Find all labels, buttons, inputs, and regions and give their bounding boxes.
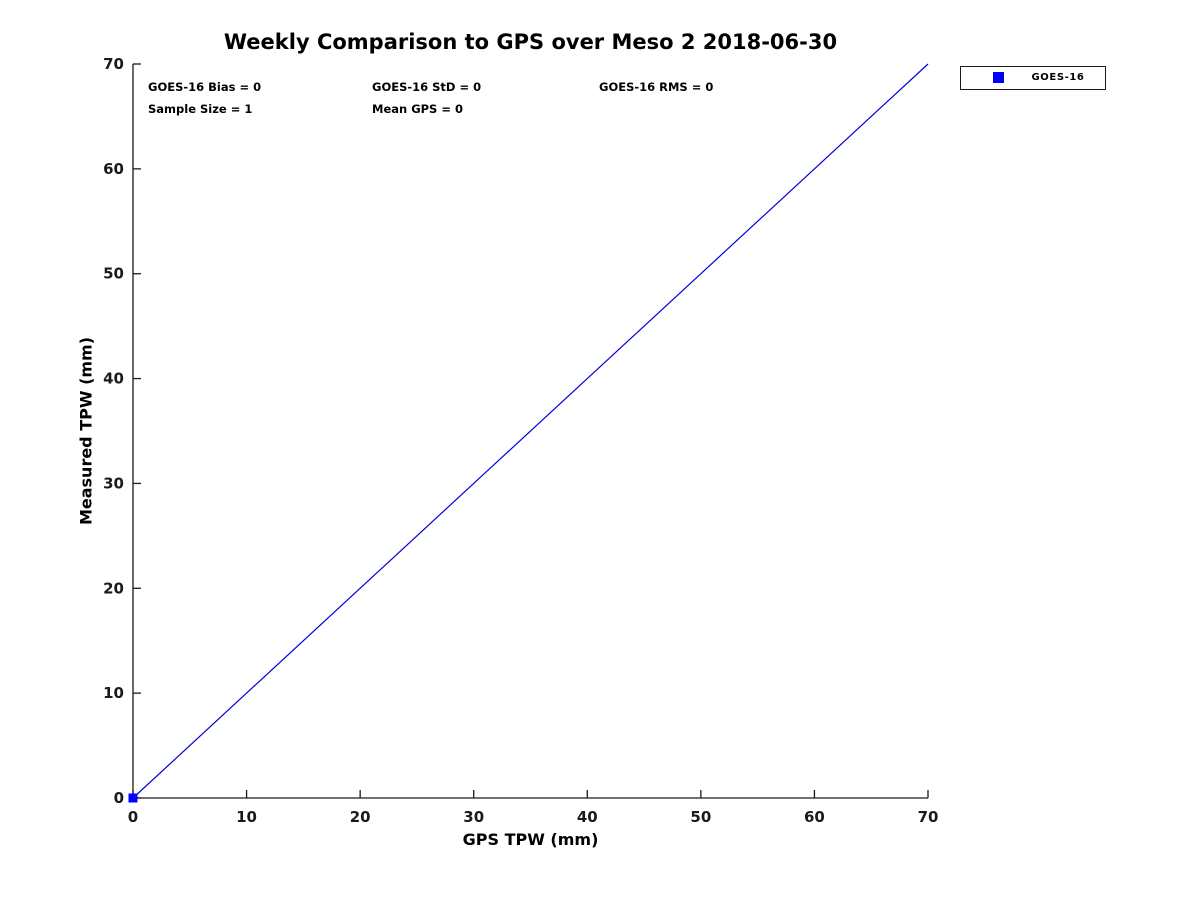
- svg-text:50: 50: [690, 808, 711, 826]
- chart-title: Weekly Comparison to GPS over Meso 2 201…: [223, 30, 838, 54]
- svg-text:20: 20: [350, 808, 371, 826]
- svg-text:10: 10: [236, 808, 257, 826]
- stat-bias: GOES-16 Bias = 0: [148, 80, 262, 94]
- legend-label: GOES-16: [1031, 72, 1085, 83]
- legend: GOES-16: [960, 66, 1106, 90]
- svg-text:30: 30: [463, 808, 484, 826]
- stat-rms: GOES-16 RMS = 0: [599, 80, 714, 94]
- svg-text:0: 0: [114, 789, 124, 807]
- stat-sample-size: Sample Size = 1: [148, 102, 253, 116]
- svg-text:70: 70: [918, 808, 939, 826]
- svg-text:40: 40: [577, 808, 598, 826]
- svg-text:50: 50: [103, 265, 124, 283]
- svg-text:70: 70: [103, 55, 124, 73]
- svg-text:20: 20: [103, 579, 124, 597]
- svg-text:60: 60: [804, 808, 825, 826]
- svg-text:0: 0: [128, 808, 138, 826]
- x-axis-label: GPS TPW (mm): [462, 830, 599, 849]
- svg-text:60: 60: [103, 160, 124, 178]
- svg-text:30: 30: [103, 474, 124, 492]
- stat-mean-gps: Mean GPS = 0: [372, 102, 463, 116]
- svg-text:40: 40: [103, 370, 124, 388]
- legend-marker-square-icon: [993, 72, 1004, 83]
- stat-std: GOES-16 StD = 0: [372, 80, 482, 94]
- svg-text:10: 10: [103, 684, 124, 702]
